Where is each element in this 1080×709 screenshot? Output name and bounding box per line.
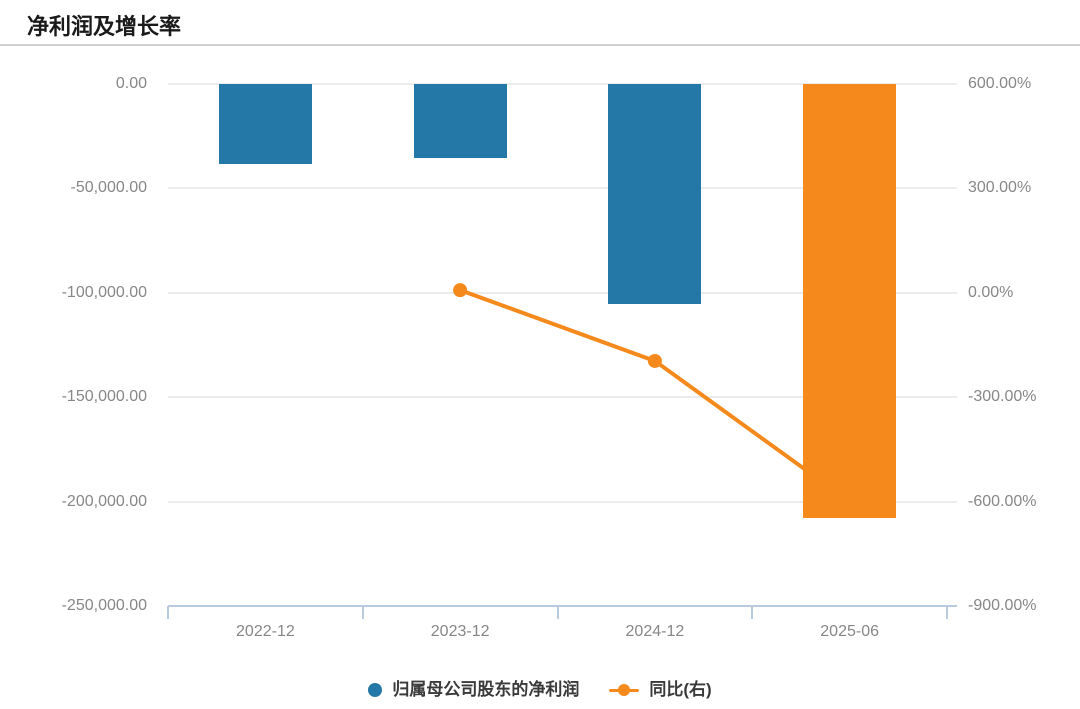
x-axis-tick — [556, 606, 559, 619]
y-axis-left-label: -250,000.00 — [61, 597, 147, 614]
legend-item-yoy[interactable]: 同比(右) — [609, 679, 712, 701]
x-axis-tick — [751, 606, 754, 619]
y-axis-left-label: -50,000.00 — [70, 179, 147, 197]
y-axis-right-label: -600.00% — [968, 492, 1037, 510]
y-axis-right-label: 300.00% — [968, 179, 1032, 197]
line-point[interactable] — [647, 353, 662, 368]
y-axis-right-label: -900.00% — [968, 597, 1037, 614]
x-axis-label: 2023-12 — [430, 623, 490, 640]
bar-2025-06[interactable] — [803, 84, 897, 519]
bar-series-icon — [368, 683, 383, 697]
y-axis-right-label: -300.00% — [968, 388, 1037, 406]
x-axis-label: 2024-12 — [625, 623, 685, 640]
x-axis-line — [168, 605, 957, 607]
bar-2022-12[interactable] — [218, 84, 312, 165]
legend-item-net-profit[interactable]: 归属母公司股东的净利润 — [368, 679, 579, 701]
page-title: 净利润及增长率 — [27, 14, 182, 39]
legend: 归属母公司股东的净利润 同比(右) — [0, 677, 1080, 703]
line-series-icon — [609, 683, 640, 697]
y-axis-right-label: 0.00% — [968, 283, 1014, 301]
line-point[interactable] — [453, 283, 468, 298]
x-axis-label: 2025-06 — [820, 623, 879, 640]
y-axis-left-label: -200,000.00 — [61, 492, 147, 510]
title-divider — [0, 44, 1080, 46]
bar-2024-12[interactable] — [608, 84, 702, 304]
x-axis-label: 2022-12 — [236, 623, 295, 640]
y-axis-left-label: -150,000.00 — [61, 388, 147, 406]
y-axis-left-label: -100,000.00 — [61, 283, 147, 301]
line-point[interactable] — [842, 494, 857, 509]
bar-2023-12[interactable] — [413, 84, 507, 159]
gridline — [168, 187, 957, 190]
legend-label-yoy: 同比(右) — [649, 680, 712, 699]
y-axis-right-label: 600.00% — [968, 75, 1032, 92]
x-axis-tick — [946, 606, 948, 619]
gridline — [168, 83, 957, 85]
legend-label-net-profit: 归属母公司股东的净利润 — [392, 680, 580, 699]
y-axis-left-label: 0.00 — [115, 75, 147, 92]
x-axis-tick — [361, 606, 364, 619]
x-axis-tick — [167, 606, 169, 619]
